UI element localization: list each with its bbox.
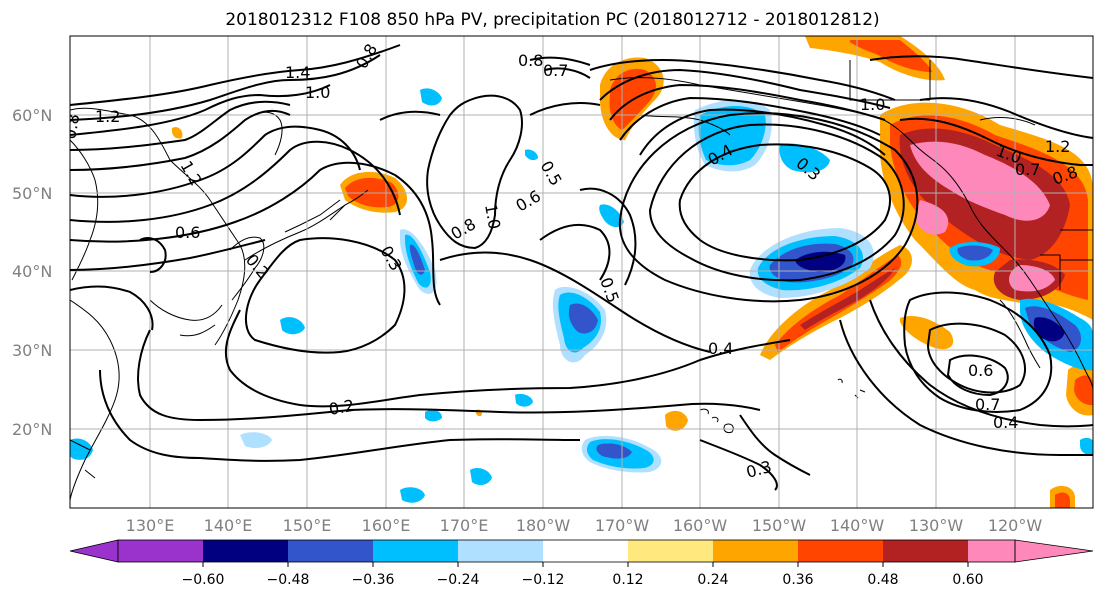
colorbar-min-extension <box>69 539 119 563</box>
lon-tick-label: 130°W <box>909 516 964 535</box>
colorbar-swatch <box>628 540 713 562</box>
colorbar-label: −0.24 <box>437 572 480 588</box>
lat-tick-label: 20°N <box>12 420 52 439</box>
contour-label: 1.2 <box>1045 137 1070 156</box>
colorbar-swatch <box>543 540 628 562</box>
contour-label: 0.6 <box>968 361 993 380</box>
colorbar-ticks <box>202 562 969 567</box>
lon-tick-label: 160°W <box>673 516 728 535</box>
lon-tick-label: 170°W <box>595 516 650 535</box>
colorbar-swatch <box>373 540 458 562</box>
contour-label: 0.8 <box>518 51 543 70</box>
lat-axis: 60°N 50°N 40°N 30°N 20°N <box>12 106 52 439</box>
map-panel: 1.4 0.8 1.0 0.8 0.7 1.2 0.8 1.2 0.6 0.2 … <box>60 36 1093 508</box>
colorbar-swatch <box>118 540 203 562</box>
lat-tick-label: 60°N <box>12 106 52 125</box>
colorbar-max-extension <box>1014 539 1094 563</box>
pv-contours <box>70 44 1093 491</box>
lon-tick-label: 140°E <box>204 516 253 535</box>
map-border <box>69 35 1094 509</box>
lat-tick-label: 40°N <box>12 262 52 281</box>
lon-tick-label: 160°E <box>362 516 411 535</box>
colorbar-label: 0.60 <box>952 572 983 588</box>
contour-label: 0.8 <box>60 112 83 140</box>
lon-axis: 130°E 140°E 150°E 160°E 170°E 180°W 170°… <box>126 516 1043 535</box>
colorbar: −0.60 −0.48 −0.36 −0.24 −0.12 0.12 0.24 … <box>69 539 1094 588</box>
colorbar-border <box>117 539 1016 563</box>
colorbar-swatch <box>203 540 288 562</box>
contour-label: 0.7 <box>543 61 568 80</box>
contour-label: 0.7 <box>975 395 1000 414</box>
lon-tick-label: 140°W <box>830 516 885 535</box>
colorbar-label: 0.36 <box>782 572 813 588</box>
colorbar-swatch <box>883 540 968 562</box>
precip-shading <box>70 36 1093 508</box>
gridlines <box>70 36 1093 508</box>
colorbar-label: 0.48 <box>867 572 898 588</box>
contour-label: 0.4 <box>993 413 1018 432</box>
colorbar-swatch <box>798 540 883 562</box>
contour-label: 1.4 <box>285 63 310 82</box>
contour-label: 0.2 <box>327 396 355 419</box>
contour-label: 1.2 <box>95 107 120 126</box>
lon-tick-label: 170°E <box>440 516 489 535</box>
colorbar-label: 0.12 <box>612 572 643 588</box>
contour-label: 1.0 <box>481 202 504 230</box>
lon-tick-label: 180°W <box>516 516 571 535</box>
lon-tick-label: 120°W <box>988 516 1043 535</box>
lat-tick-label: 30°N <box>12 341 52 360</box>
lon-tick-label: 130°E <box>126 516 175 535</box>
contour-label: 0.6 <box>175 223 200 242</box>
colorbar-label: −0.12 <box>522 572 565 588</box>
contour-label: 0.4 <box>708 339 733 358</box>
contour-label: 0.7 <box>1015 160 1040 179</box>
colorbar-swatch <box>458 540 543 562</box>
colorbar-label: −0.36 <box>352 572 395 588</box>
colorbar-label: −0.48 <box>267 572 310 588</box>
colorbar-swatch <box>713 540 798 562</box>
lon-tick-label: 150°E <box>283 516 332 535</box>
map-title: 2018012312 F108 850 hPa PV, precipitatio… <box>225 10 880 30</box>
lon-tick-label: 150°W <box>752 516 807 535</box>
colorbar-swatch <box>968 540 1015 562</box>
colorbar-label: −0.60 <box>182 572 225 588</box>
contour-label: 1.0 <box>860 95 885 114</box>
contour-label: 1.0 <box>305 83 330 102</box>
colorbar-label: 0.24 <box>697 572 728 588</box>
colorbar-swatch <box>288 540 373 562</box>
lat-tick-label: 50°N <box>12 184 52 203</box>
